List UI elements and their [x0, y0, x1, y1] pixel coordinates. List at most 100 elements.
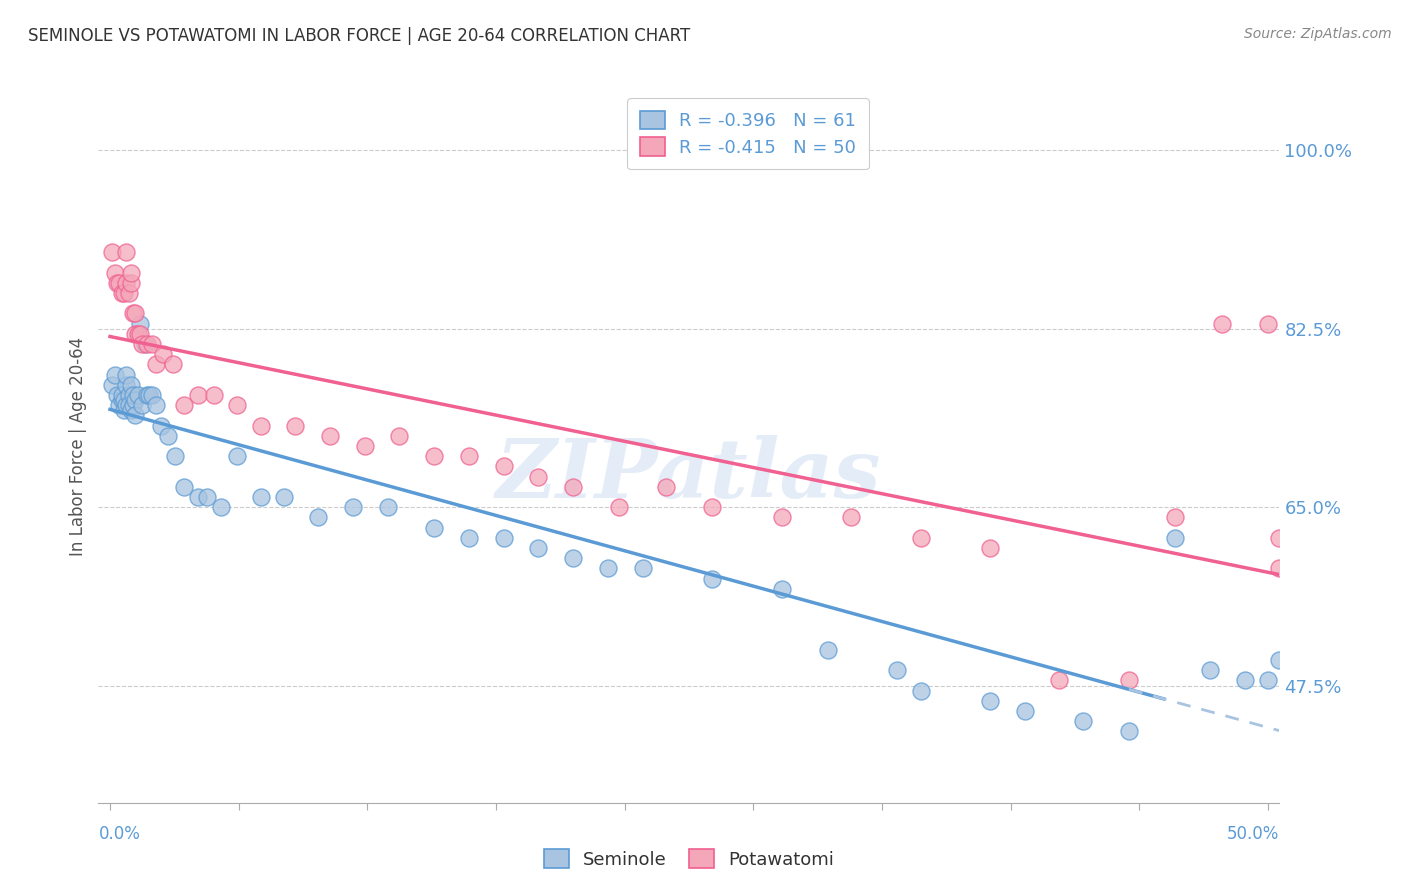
Point [110, 388, 132, 402]
Point [1268, 531, 1291, 545]
Point [108, 276, 131, 290]
Text: Source: ZipAtlas.com: Source: ZipAtlas.com [1244, 27, 1392, 41]
Point [115, 245, 138, 260]
Point [202, 388, 225, 402]
Point [120, 266, 142, 280]
Point [117, 388, 139, 402]
Point [1164, 531, 1187, 545]
Point [124, 409, 146, 423]
Point [115, 398, 138, 412]
Point [353, 439, 375, 453]
Point [1211, 317, 1233, 331]
Point [145, 398, 167, 412]
Point [120, 403, 142, 417]
Point [136, 388, 159, 402]
Point [101, 245, 124, 260]
Point [342, 500, 364, 515]
Point [1049, 673, 1071, 688]
Point [122, 398, 145, 412]
Point [700, 500, 723, 515]
Point [127, 388, 149, 402]
Point [770, 510, 793, 524]
Point [120, 377, 142, 392]
Point [226, 449, 249, 463]
Point [108, 398, 131, 412]
Point [110, 393, 132, 408]
Text: SEMINOLE VS POTAWATOMI IN LABOR FORCE | AGE 20-64 CORRELATION CHART: SEMINOLE VS POTAWATOMI IN LABOR FORCE | … [28, 27, 690, 45]
Point [141, 337, 163, 351]
Point [910, 531, 932, 545]
Point [156, 429, 179, 443]
Point [112, 393, 135, 408]
Point [101, 377, 124, 392]
Legend: Seminole, Potawatomi: Seminole, Potawatomi [536, 842, 842, 876]
Point [527, 541, 550, 555]
Point [122, 306, 145, 320]
Point [226, 398, 249, 412]
Point [131, 337, 153, 351]
Point [105, 276, 128, 290]
Point [134, 337, 156, 351]
Text: 50.0%: 50.0% [1227, 825, 1279, 843]
Point [839, 510, 862, 524]
Point [492, 531, 515, 545]
Point [979, 541, 1001, 555]
Point [817, 643, 839, 657]
Point [152, 347, 174, 361]
Point [377, 500, 399, 515]
Point [1071, 714, 1094, 729]
Point [307, 510, 329, 524]
Point [136, 337, 159, 351]
Point [145, 358, 167, 372]
Point [141, 388, 163, 402]
Point [173, 398, 195, 412]
Point [423, 520, 446, 534]
Point [319, 429, 342, 443]
Point [1118, 724, 1140, 739]
Point [458, 449, 481, 463]
Point [700, 572, 723, 586]
Point [562, 480, 585, 494]
Point [187, 388, 209, 402]
Point [910, 683, 932, 698]
Point [104, 266, 127, 280]
Point [1199, 663, 1222, 677]
Point [388, 429, 411, 443]
Point [1014, 704, 1036, 718]
Point [131, 398, 153, 412]
Point [249, 418, 271, 433]
Point [117, 398, 139, 412]
Point [173, 480, 195, 494]
Point [104, 368, 127, 382]
Point [195, 490, 218, 504]
Point [1257, 673, 1279, 688]
Point [1257, 317, 1279, 331]
Point [115, 368, 138, 382]
Point [124, 306, 146, 320]
Point [129, 317, 152, 331]
Point [492, 459, 515, 474]
Point [112, 286, 135, 301]
Point [562, 551, 585, 566]
Point [1268, 653, 1291, 667]
Point [149, 418, 172, 433]
Point [249, 490, 271, 504]
Point [631, 561, 654, 575]
Point [655, 480, 678, 494]
Point [115, 377, 138, 392]
Point [124, 326, 146, 341]
Point [127, 326, 149, 341]
Point [209, 500, 232, 515]
Point [596, 561, 619, 575]
Point [115, 276, 138, 290]
Point [122, 388, 145, 402]
Point [1164, 510, 1187, 524]
Point [112, 403, 135, 417]
Point [124, 393, 146, 408]
Point [1233, 673, 1256, 688]
Point [163, 449, 186, 463]
Point [162, 358, 184, 372]
Point [423, 449, 446, 463]
Text: ZIPatlas: ZIPatlas [496, 434, 882, 515]
Point [284, 418, 307, 433]
